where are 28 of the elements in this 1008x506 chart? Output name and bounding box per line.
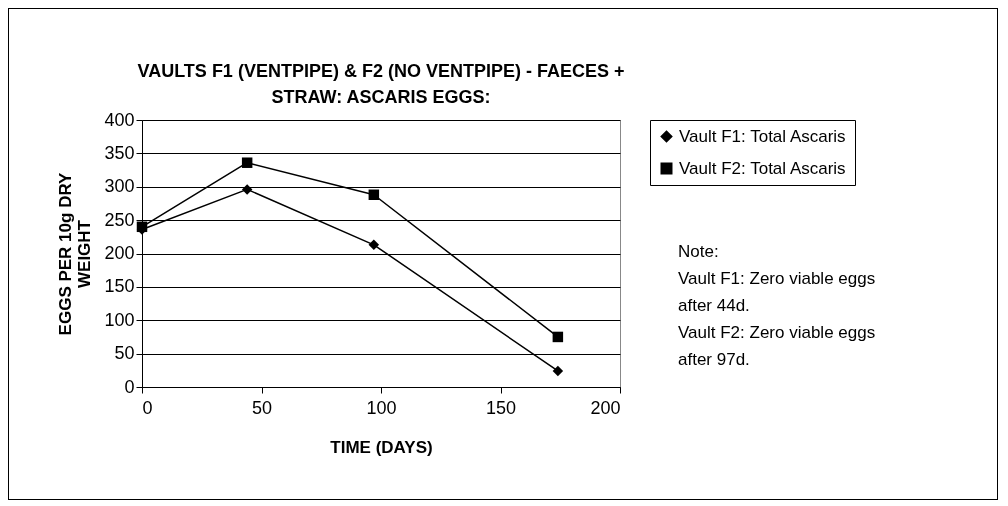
- text: Vault F2: Zero viable eggs after 97d.: [678, 322, 877, 371]
- y-tick-label: 50: [114, 343, 135, 364]
- point: [368, 239, 380, 251]
- x-axis-title: TIME (DAYS): [330, 437, 433, 457]
- chart-title: VAULTS F1 (VENTPIPE) & F2 (NO VENTPIPE) - FAECES + STRAW: ASCARIS EGGS:: [137, 61, 625, 107]
- y-tick-label: 250: [104, 209, 135, 230]
- y-tick-label: 200: [104, 243, 135, 263]
- y-tick-label: 150: [104, 276, 135, 297]
- y-tick-label: 0: [124, 376, 135, 397]
- point: [241, 184, 253, 195]
- point: [552, 365, 564, 377]
- x-tick-label: 100: [366, 397, 397, 418]
- y-tick-label: 300: [104, 176, 135, 197]
- text: Vault F1: Zero viable eggs after 44d.: [678, 268, 877, 317]
- y-axis-title: EGGS PER 10g DRY WEIGHT: [56, 171, 95, 336]
- y-tick-label: 100: [104, 309, 135, 330]
- x-tick-label: 50: [251, 397, 273, 418]
- text: Note:: [678, 241, 720, 263]
- x-tick-label: 0: [142, 397, 153, 418]
- legend-label: Vault F2: Total Ascaris: [679, 158, 846, 178]
- legend-label: Vault F1: Total Ascaris: [679, 126, 846, 146]
- x-tick-label: 200: [590, 397, 621, 418]
- point: [368, 189, 380, 200]
- point: [241, 157, 253, 168]
- y-tick-label: 350: [104, 142, 135, 163]
- y-tick-label: 400: [104, 109, 135, 130]
- x-tick-label: 150: [485, 397, 517, 418]
- point: [552, 331, 564, 343]
